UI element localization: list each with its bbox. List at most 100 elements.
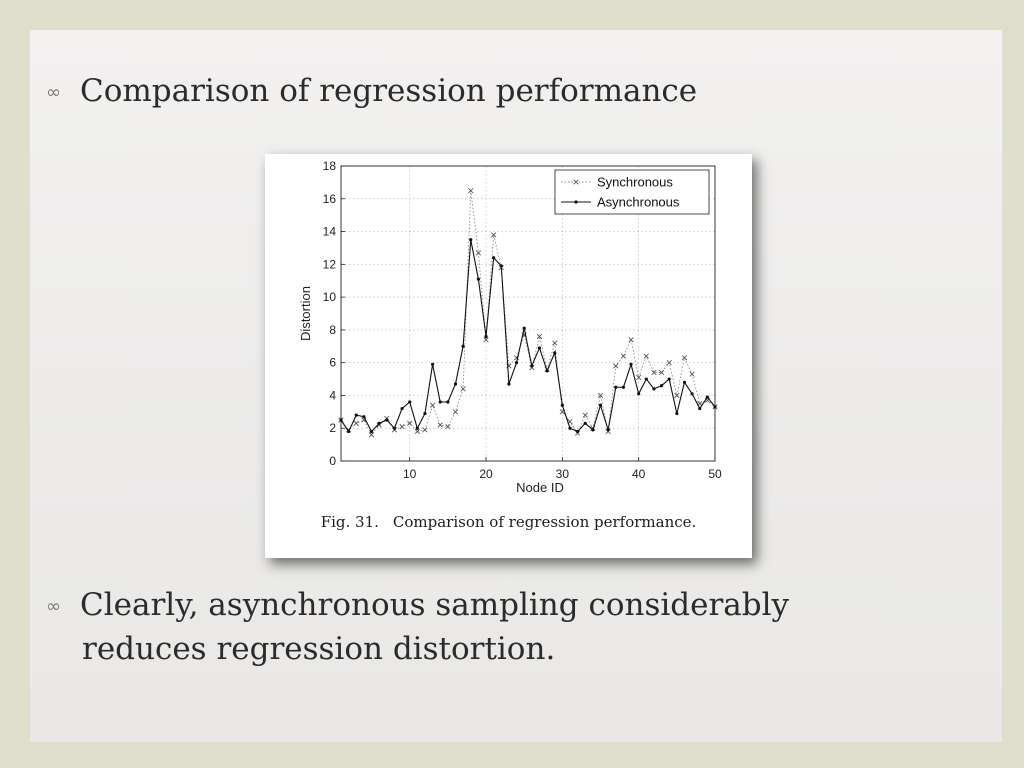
x-tick-label: 30 bbox=[556, 467, 570, 481]
data-point-asynchronous bbox=[614, 385, 618, 389]
legend-marker-asynchronous bbox=[574, 200, 578, 204]
slide: ∞ Comparison of regression performance 0 2… bbox=[30, 30, 1002, 742]
legend-label-asynchronous: Asynchronous bbox=[597, 195, 680, 210]
bullet-item-1: ∞ Comparison of regression performance bbox=[46, 70, 946, 114]
data-point-asynchronous bbox=[644, 377, 648, 381]
data-point-asynchronous bbox=[705, 395, 709, 399]
data-point-asynchronous bbox=[507, 382, 511, 386]
bullet-item-2: ∞ Clearly, asynchronous sampling consider… bbox=[46, 584, 946, 670]
data-point-synchronous bbox=[452, 409, 459, 415]
data-point-synchronous bbox=[552, 340, 558, 346]
y-tick-label: 4 bbox=[329, 388, 336, 402]
data-point-asynchronous bbox=[690, 392, 694, 396]
data-point-asynchronous bbox=[514, 361, 519, 365]
y-tick-label: 16 bbox=[323, 192, 337, 206]
y-tick-label: 6 bbox=[329, 356, 336, 370]
data-point-asynchronous bbox=[576, 429, 580, 434]
x-axis-label: Node ID bbox=[516, 480, 564, 495]
data-point-asynchronous bbox=[469, 238, 473, 242]
data-point-asynchronous bbox=[598, 403, 603, 407]
data-point-asynchronous bbox=[606, 428, 610, 432]
data-point-asynchronous bbox=[522, 326, 526, 330]
data-point-asynchronous bbox=[545, 369, 549, 373]
data-point-synchronous bbox=[681, 355, 688, 361]
figure-caption-number: Fig. 31. bbox=[320, 513, 379, 531]
data-point-asynchronous bbox=[591, 428, 595, 432]
bullet-text-2-line1: Clearly, asynchronous sampling considera… bbox=[80, 587, 790, 623]
x-tick-label: 50 bbox=[708, 467, 722, 481]
y-tick-label: 2 bbox=[329, 421, 336, 435]
data-point-asynchronous bbox=[461, 344, 465, 348]
data-point-synchronous bbox=[414, 428, 420, 435]
bullet-text-2-line2: reduces regression distortion. bbox=[82, 630, 556, 667]
y-tick-label: 18 bbox=[323, 159, 337, 173]
data-point-asynchronous bbox=[438, 400, 442, 404]
data-point-synchronous bbox=[597, 392, 604, 399]
data-point-asynchronous bbox=[499, 264, 503, 268]
legend-label-synchronous: Synchronous bbox=[597, 175, 673, 190]
data-point-asynchronous bbox=[667, 377, 671, 381]
y-tick-label: 8 bbox=[329, 323, 336, 337]
data-point-asynchronous bbox=[553, 351, 557, 355]
data-point-asynchronous bbox=[652, 387, 656, 391]
x-tick-label: 10 bbox=[403, 467, 417, 481]
data-point-asynchronous bbox=[629, 362, 633, 366]
data-point-synchronous bbox=[658, 369, 665, 376]
data-point-synchronous bbox=[429, 402, 436, 408]
data-point-asynchronous bbox=[659, 384, 664, 388]
data-point-synchronous bbox=[361, 417, 367, 423]
data-point-synchronous bbox=[368, 432, 375, 438]
legend-marker-synchronous bbox=[573, 179, 579, 185]
x-tick-label: 20 bbox=[479, 467, 493, 481]
data-point-synchronous bbox=[689, 371, 695, 377]
data-point-asynchronous bbox=[347, 429, 351, 434]
data-point-asynchronous bbox=[484, 334, 488, 339]
data-point-synchronous bbox=[422, 427, 428, 433]
y-axis-label: Distortion bbox=[298, 286, 313, 341]
data-point-synchronous bbox=[399, 423, 405, 430]
data-point-asynchronous bbox=[713, 405, 717, 409]
y-tick-label: 14 bbox=[323, 225, 337, 239]
data-point-synchronous bbox=[468, 187, 474, 194]
y-tick-label: 12 bbox=[323, 257, 337, 271]
data-point-asynchronous bbox=[530, 364, 534, 368]
data-point-synchronous bbox=[491, 232, 497, 238]
data-point-synchronous bbox=[674, 392, 680, 399]
data-point-asynchronous bbox=[492, 256, 496, 260]
data-point-asynchronous bbox=[682, 380, 687, 384]
figure-caption-text: Comparison of regression performance. bbox=[392, 513, 697, 531]
data-point-asynchronous bbox=[583, 421, 587, 425]
data-point-synchronous bbox=[475, 250, 482, 256]
plot-frame bbox=[340, 165, 716, 462]
data-point-asynchronous bbox=[415, 426, 419, 430]
data-point-synchronous bbox=[353, 420, 359, 426]
data-point-synchronous bbox=[407, 420, 413, 426]
y-tick-label: 10 bbox=[323, 290, 337, 304]
data-point-synchronous bbox=[613, 363, 619, 369]
data-point-asynchronous bbox=[621, 385, 626, 389]
data-point-synchronous bbox=[620, 353, 627, 359]
data-point-synchronous bbox=[666, 360, 672, 366]
data-point-asynchronous bbox=[560, 403, 564, 407]
data-point-synchronous bbox=[636, 374, 642, 381]
data-point-synchronous bbox=[651, 369, 657, 376]
data-point-asynchronous bbox=[453, 382, 458, 386]
data-point-asynchronous bbox=[354, 413, 358, 417]
data-point-synchronous bbox=[460, 386, 466, 392]
legend-box bbox=[554, 169, 710, 215]
data-point-asynchronous bbox=[476, 277, 480, 281]
data-point-synchronous bbox=[437, 422, 443, 428]
data-point-synchronous bbox=[582, 412, 588, 418]
data-point-asynchronous bbox=[537, 346, 542, 350]
bullet-text-1: Comparison of regression performance bbox=[80, 73, 698, 109]
figure: 0 2 4 6 8 10 12 14 16 18 10 20 30 40 50 Node ID Distorti… bbox=[265, 154, 752, 558]
data-point-synchronous bbox=[628, 337, 634, 343]
data-point-asynchronous bbox=[408, 400, 412, 404]
data-point-asynchronous bbox=[362, 415, 366, 419]
data-point-asynchronous bbox=[392, 426, 397, 430]
data-point-asynchronous bbox=[637, 392, 641, 396]
data-point-asynchronous bbox=[377, 421, 381, 425]
data-point-asynchronous bbox=[400, 406, 404, 411]
data-point-asynchronous bbox=[339, 418, 343, 422]
series-line-synchronous bbox=[340, 190, 716, 436]
